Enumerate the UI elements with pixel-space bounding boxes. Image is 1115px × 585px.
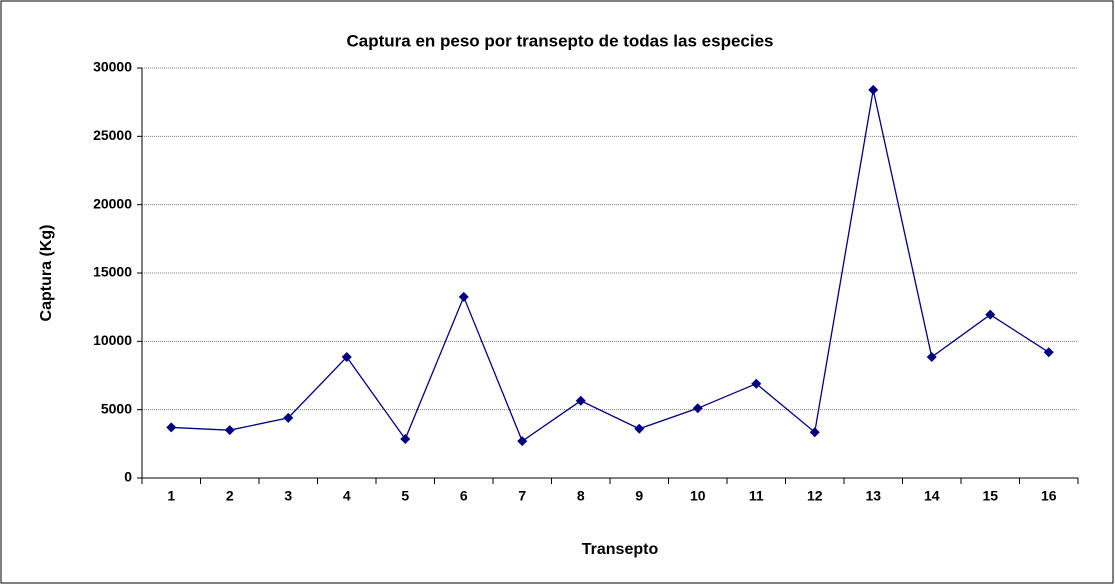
x-tick-label: 3 (284, 488, 292, 504)
point (868, 84, 879, 95)
x-tick-label: 5 (401, 488, 409, 504)
y-tick-label: 30000 (93, 59, 132, 75)
x-tick-label: 2 (226, 488, 234, 504)
x-axis-label: Transepto (582, 541, 659, 558)
point (166, 422, 177, 433)
point (926, 352, 937, 363)
y-tick-label: 0 (124, 469, 132, 485)
y-tick-label: 15000 (93, 264, 132, 280)
x-tick-label: 14 (924, 488, 940, 504)
point (751, 378, 762, 389)
point (400, 434, 411, 445)
x-tick-label: 13 (865, 488, 881, 504)
x-tick-label: 7 (518, 488, 526, 504)
point (1043, 347, 1054, 358)
point (458, 291, 469, 302)
x-tick-label: 8 (577, 488, 585, 504)
x-tick-label: 9 (635, 488, 643, 504)
point (517, 436, 528, 447)
point (634, 423, 645, 434)
point (809, 427, 820, 438)
y-axis-label: Captura (Kg) (38, 225, 55, 322)
point (224, 425, 235, 436)
point (341, 352, 352, 363)
x-tick-label: 10 (690, 488, 706, 504)
x-tick-label: 1 (167, 488, 175, 504)
point (985, 309, 996, 320)
y-tick-label: 25000 (93, 127, 132, 143)
x-tick-label: 12 (807, 488, 823, 504)
y-tick-label: 5000 (101, 400, 132, 416)
x-tick-label: 15 (982, 488, 998, 504)
point (692, 403, 703, 414)
y-tick-label: 20000 (93, 195, 132, 211)
x-tick-label: 6 (460, 488, 468, 504)
y-tick-label: 10000 (93, 332, 132, 348)
point (575, 395, 586, 406)
chart-title: Captura en peso por transepto de todas l… (346, 31, 773, 50)
point (283, 412, 294, 423)
x-tick-label: 4 (343, 488, 351, 504)
series-line (171, 89, 1050, 443)
x-tick-label: 11 (749, 488, 764, 504)
x-tick-label: 16 (1041, 488, 1057, 504)
